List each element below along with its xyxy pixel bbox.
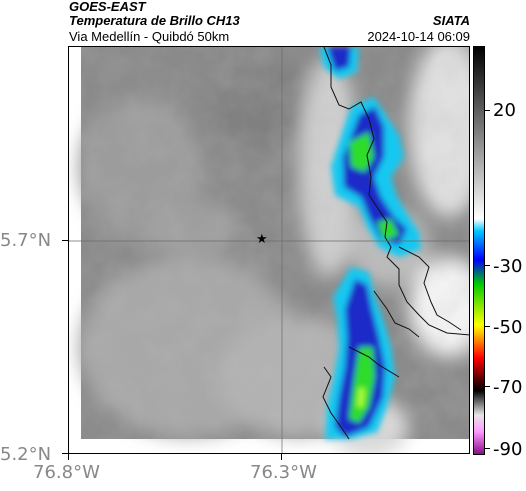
- lat-tick: [62, 240, 68, 241]
- temperature-colorbar: [473, 46, 485, 455]
- satellite-name: GOES-EAST: [69, 0, 146, 14]
- lon-tick: [281, 454, 282, 460]
- product-title: Temperatura de Brillo CH13: [69, 13, 240, 28]
- coastline: [323, 47, 469, 336]
- map-canvas: [69, 47, 469, 453]
- timestamp: 2024-10-14 06:09: [367, 29, 470, 44]
- lon-label: 76.3°W: [250, 462, 317, 483]
- org-label: SIATA: [432, 13, 470, 28]
- lon-label: 76.8°W: [33, 462, 100, 483]
- lat-label: 5.7°N: [0, 230, 52, 251]
- satellite-map[interactable]: ★: [68, 46, 470, 454]
- location-star-icon[interactable]: ★: [256, 231, 268, 246]
- colorbar-tick-label: 20: [493, 100, 516, 121]
- colorbar-tick-label: -70: [493, 377, 523, 398]
- colorbar-tick-label: -90: [493, 439, 523, 460]
- route-label: Via Medellín - Quibdó 50km: [69, 29, 230, 44]
- lat-label: 5.2°N: [0, 444, 52, 465]
- colorbar-tick-label: -50: [493, 317, 523, 338]
- colorbar-tick-label: -30: [493, 256, 523, 277]
- lon-tick: [68, 454, 69, 460]
- lat-tick: [62, 453, 68, 454]
